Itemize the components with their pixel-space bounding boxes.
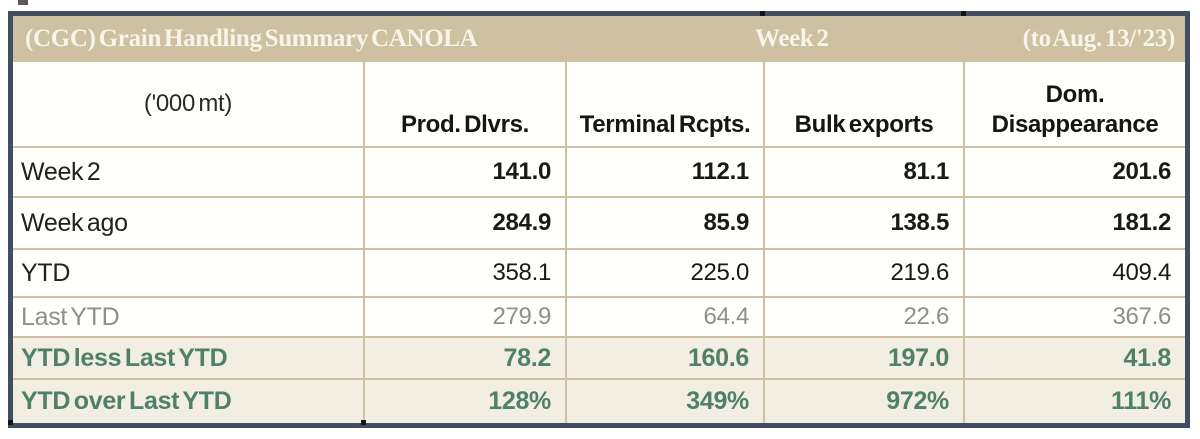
- table-row-week-ago: Week ago 284.9 85.9 138.5 181.2: [13, 196, 1185, 248]
- row-label: Week 2: [21, 157, 101, 186]
- table-title-bar: (CGC) Grain Handling Summary CANOLA Week…: [13, 16, 1185, 62]
- column-header-bulk-exports: Bulk exports: [763, 62, 963, 146]
- column-header-prod-dlvrs: Prod. Dlvrs.: [363, 62, 565, 146]
- as-of-date-label: (to Aug. 13/'23): [1022, 25, 1176, 52]
- cell-value: 111%: [963, 380, 1185, 423]
- table-row-ytd-over-last-ytd: YTD over Last YTD 128% 349% 972% 111%: [13, 378, 1185, 423]
- selection-handle: [361, 420, 366, 425]
- period-label: Week 2: [755, 25, 829, 52]
- cell-value: 358.1: [363, 250, 565, 296]
- table-row-week2: Week 2 141.0 112.1 81.1 201.6: [13, 146, 1185, 196]
- grain-handling-summary-table: (CGC) Grain Handling Summary CANOLA Week…: [8, 11, 1190, 428]
- row-label: YTD: [21, 258, 71, 287]
- selection-handle: [961, 11, 966, 16]
- cell-value: 409.4: [963, 250, 1185, 296]
- cell-value: 972%: [763, 380, 963, 423]
- cell-value: 225.0: [565, 250, 763, 296]
- row-label: Week ago: [21, 208, 128, 237]
- selection-handle: [8, 420, 13, 425]
- column-header-terminal-rcpts: Terminal Rcpts.: [565, 62, 763, 146]
- column-header-dom-disappearance: Dom. Disappearance: [963, 62, 1185, 146]
- cell-value: 367.6: [963, 298, 1185, 336]
- cell-value: 64.4: [565, 298, 763, 336]
- row-label: YTD less Last YTD: [21, 343, 228, 372]
- cell-value: 85.9: [565, 198, 763, 248]
- table-row-ytd-less-last-ytd: YTD less Last YTD 78.2 160.6 197.0 41.8: [13, 336, 1185, 378]
- cell-value: 81.1: [763, 148, 963, 196]
- cell-value: 78.2: [363, 338, 565, 378]
- unit-label: ('000 mt): [143, 90, 233, 117]
- cell-value: 22.6: [763, 298, 963, 336]
- cell-value: 138.5: [763, 198, 963, 248]
- cell-value: 181.2: [963, 198, 1185, 248]
- cell-value: 141.0: [363, 148, 565, 196]
- row-label: YTD over Last YTD: [21, 387, 232, 415]
- cell-value: 41.8: [963, 338, 1185, 378]
- crop-artifact: [18, 0, 28, 5]
- table-row-ytd: YTD 358.1 225.0 219.6 409.4: [13, 248, 1185, 296]
- cell-value: 197.0: [763, 338, 963, 378]
- cell-value: 219.6: [763, 250, 963, 296]
- cell-value: 279.9: [363, 298, 565, 336]
- cell-value: 201.6: [963, 148, 1185, 196]
- cell-value: 349%: [565, 380, 763, 423]
- cell-value: 160.6: [565, 338, 763, 378]
- cell-value: 112.1: [565, 148, 763, 196]
- column-header-row: ('000 mt) Prod. Dlvrs. Terminal Rcpts. B…: [13, 62, 1185, 146]
- table-row-last-ytd: Last YTD 279.9 64.4 22.6 367.6: [13, 296, 1185, 336]
- table-title: (CGC) Grain Handling Summary CANOLA: [25, 25, 478, 52]
- selection-handle: [760, 11, 765, 16]
- cell-value: 128%: [363, 380, 565, 423]
- row-label: Last YTD: [21, 302, 120, 331]
- cell-value: 284.9: [363, 198, 565, 248]
